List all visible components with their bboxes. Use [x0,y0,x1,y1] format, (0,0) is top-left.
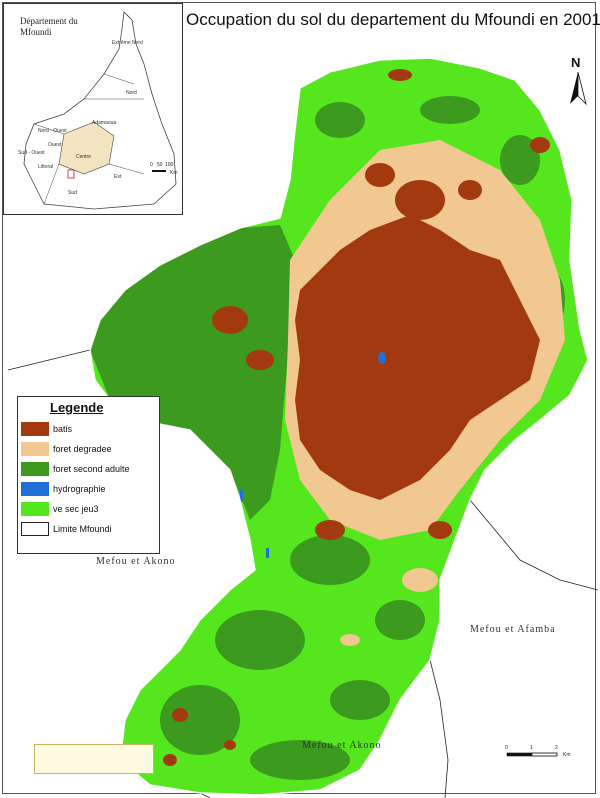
legend-item-ve-sec-jeu3: ve sec jeu3 [21,501,99,517]
legend-swatch-foret-second-adulte [21,462,49,476]
legend-label-foret-second-adulte: foret second adulte [53,464,130,474]
inset-scale-label-100: 100 [165,162,174,168]
north-label: N [571,55,581,70]
north-arrow-icon [570,71,587,106]
region-littoral: Littoral [38,164,54,170]
legend-label-ve-sec-jeu3: ve sec jeu3 [53,504,99,514]
legend-swatch-ve-sec-jeu3 [21,502,49,516]
scale-bar [506,752,558,757]
region-extreme-nord: Extrême Nord [112,40,143,46]
legend-item-hydrographie: hydrographie [21,481,106,497]
legend-label-foret-degradee: foret degradee [53,444,112,454]
land-cover-hydrographie [240,352,386,558]
scale-unit: Km [563,752,571,758]
legend: Legende batis foret degradee foret secon… [17,396,160,554]
inset-title: Département du Mfoundi [20,16,78,37]
inset-scale-label-0: 0 [150,162,153,168]
region-sud: Sud [68,190,77,196]
inset-locator-map: Département du Mfoundi Extrême Nord Nord… [3,3,183,215]
sources-box [34,744,154,774]
legend-swatch-limite-mfoundi [21,522,49,536]
neighbor-label-south: Mefou et Akono [302,740,382,751]
inset-map-shapes [23,11,177,210]
legend-item-limite-mfoundi: Limite Mfoundi [21,521,112,537]
region-nord-ouest: Nord - Ouest [38,128,67,134]
land-cover-batis [163,69,550,766]
inset-scale-unit: Km [170,170,178,176]
scale-tick-2: 2 [555,745,558,751]
inset-scale-label-50: 50 [157,162,163,168]
legend-swatch-foret-degradee [21,442,49,456]
legend-item-foret-degradee: foret degradee [21,441,112,457]
legend-title: Legende [50,400,104,415]
legend-swatch-batis [21,422,49,436]
scale-tick-0: 0 [505,745,508,751]
legend-label-limite-mfoundi: Limite Mfoundi [53,524,112,534]
inset-mfoundi-marker [67,169,75,179]
region-nord: Nord [126,90,137,96]
neighbor-label-east: Mefou et Afamba [470,624,556,635]
legend-item-foret-second-adulte: foret second adulte [21,461,130,477]
region-est: Est [114,174,122,180]
neighbor-boundaries [7,349,599,798]
region-adamaoua: Adamaoua [92,120,117,126]
inset-scale-bar [152,170,166,172]
region-sud-ouest: Sud - Ouest [18,150,45,156]
region-centre: Centre [76,154,92,160]
legend-label-hydrographie: hydrographie [53,484,106,494]
legend-swatch-hydrographie [21,482,49,496]
neighbor-label-west: Mefou et Akono [96,556,176,567]
legend-item-batis: batis [21,421,72,437]
land-cover-foret-second-adulte [90,96,565,780]
region-ouest: Ouest [48,142,62,148]
scale-tick-1: 1 [530,745,533,751]
legend-label-batis: batis [53,424,73,434]
map-title: Occupation du sol du departement du Mfou… [186,10,600,29]
